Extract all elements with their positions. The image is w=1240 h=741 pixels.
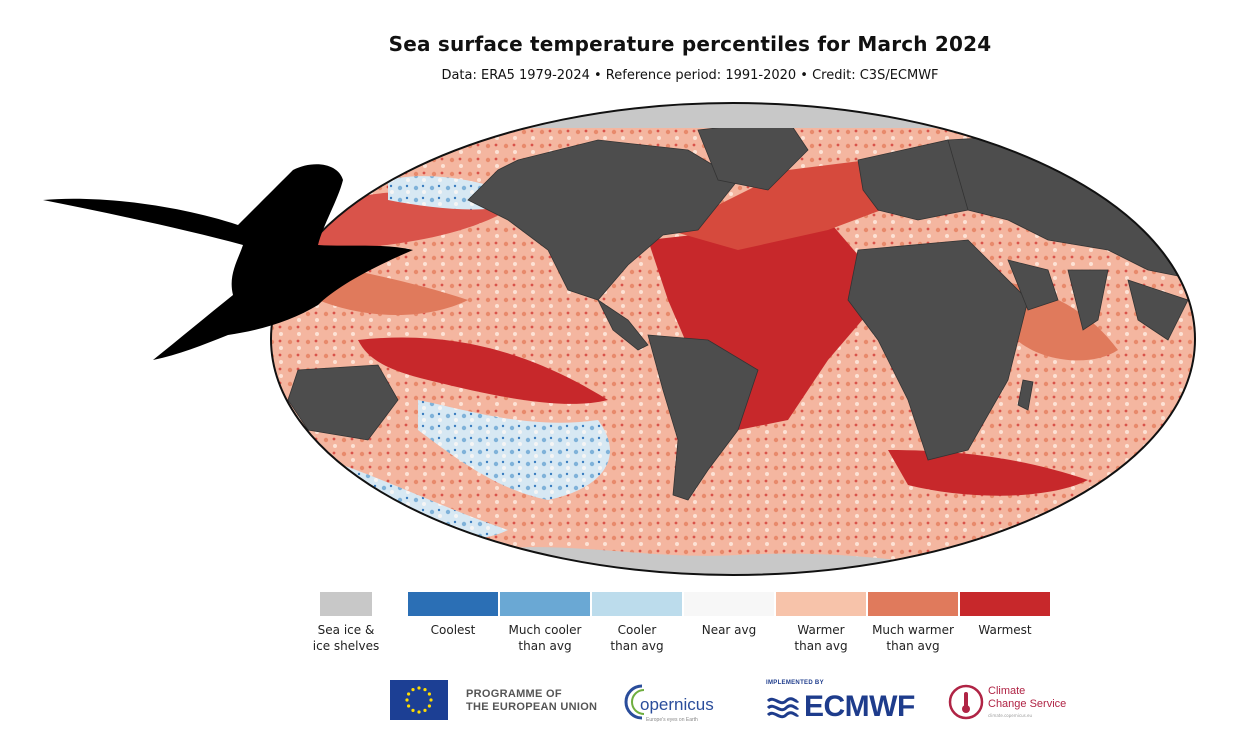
land-australia bbox=[287, 364, 399, 441]
ecmwf-logo: ECMWF bbox=[766, 690, 915, 724]
land-arabia bbox=[1007, 259, 1059, 311]
legend-label-near-avg: Near avg bbox=[679, 622, 779, 638]
warm-equatorial-pacific bbox=[358, 337, 608, 404]
legend-swatch-warmest bbox=[960, 592, 1050, 616]
cool-south-pacific bbox=[418, 400, 610, 500]
legend-swatch-cooler bbox=[592, 592, 682, 616]
legend-swatch-coolest bbox=[408, 592, 498, 616]
land-india bbox=[1067, 269, 1109, 331]
legend-label-warmer: Warmer than avg bbox=[771, 622, 871, 654]
legend-swatch-much-cooler bbox=[500, 592, 590, 616]
legend-swatch-near-avg bbox=[684, 592, 774, 616]
legend-label-line: than avg bbox=[794, 639, 848, 653]
legend-swatch-much-warmer bbox=[868, 592, 958, 616]
land-north-america bbox=[467, 139, 739, 301]
eu-line-1: PROGRAMME OF bbox=[466, 688, 562, 700]
chart-subtitle: Data: ERA5 1979-2024 • Reference period:… bbox=[441, 68, 939, 83]
c3s-subtext: climate.copernicus.eu bbox=[988, 713, 1033, 718]
implemented-by-text: IMPLEMENTED BY bbox=[766, 680, 824, 686]
legend-label-line: than avg bbox=[518, 639, 572, 653]
legend-label-line: than avg bbox=[886, 639, 940, 653]
arctic-ice bbox=[388, 103, 1088, 128]
land-south-america bbox=[647, 334, 759, 501]
eu-line-2: THE EUROPEAN UNION bbox=[466, 701, 598, 713]
land-africa bbox=[847, 239, 1029, 461]
legend-label-line: ice shelves bbox=[312, 639, 380, 653]
c3s-line-2: Change Service bbox=[988, 698, 1067, 710]
legend-label-sea-ice: Sea ice & ice shelves bbox=[296, 622, 396, 654]
legend-label-much-cooler: Much cooler than avg bbox=[495, 622, 595, 654]
legend-label-line: Cooler bbox=[617, 623, 657, 637]
legend-label-line: Much cooler bbox=[508, 623, 582, 637]
bird-silhouette bbox=[43, 164, 413, 360]
land-southeast-asia bbox=[1127, 279, 1189, 341]
legend-swatch-sea-ice bbox=[320, 592, 372, 616]
c3s-logo bbox=[948, 684, 984, 720]
c3s-line-1: Climate bbox=[988, 685, 1026, 697]
warm-north-atlantic bbox=[668, 160, 908, 250]
ecmwf-waves-icon bbox=[766, 697, 800, 719]
land-madagascar bbox=[1017, 379, 1034, 411]
legend-label-warmest: Warmest bbox=[955, 622, 1055, 638]
ecmwf-text: ECMWF bbox=[804, 690, 915, 723]
legend-label-line: Near avg bbox=[701, 623, 757, 637]
legend-label-coolest: Coolest bbox=[403, 622, 503, 638]
thermometer-icon bbox=[964, 692, 968, 708]
legend-label-line: Coolest bbox=[430, 623, 476, 637]
legend-label-line: than avg bbox=[610, 639, 664, 653]
land-central-america bbox=[596, 298, 649, 351]
legend-label-line: Warmer bbox=[797, 623, 845, 637]
legend-label-line: Much warmer bbox=[872, 623, 954, 637]
eu-flag-logo bbox=[390, 680, 448, 720]
eu-programme-text: PROGRAMME OF THE EUROPEAN UNION bbox=[466, 688, 597, 714]
legend-label-cooler: Cooler than avg bbox=[587, 622, 687, 654]
chart-title: Sea surface temperature percentiles for … bbox=[388, 32, 992, 56]
legend-label-line: Sea ice & bbox=[317, 623, 375, 637]
c3s-text: Climate Change Service bbox=[988, 685, 1066, 711]
warm-south-indian bbox=[888, 450, 1088, 496]
eu-stars-icon bbox=[405, 686, 433, 714]
legend-label-much-warmer: Much warmer than avg bbox=[863, 622, 963, 654]
copernicus-logo: opernicus Europe's eyes on Earth bbox=[624, 684, 714, 723]
legend-label-line: Warmest bbox=[978, 623, 1032, 637]
world-map bbox=[270, 102, 1196, 576]
copernicus-tagline: Europe's eyes on Earth bbox=[646, 717, 698, 723]
legend-swatch-warmer bbox=[776, 592, 866, 616]
copernicus-text: opernicus bbox=[640, 695, 714, 714]
